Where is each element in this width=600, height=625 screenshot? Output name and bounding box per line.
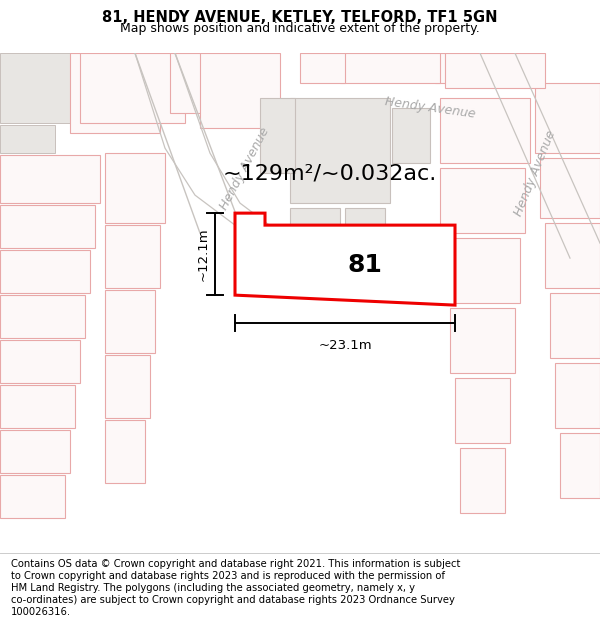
Polygon shape: [445, 238, 520, 303]
Polygon shape: [0, 385, 75, 428]
Polygon shape: [105, 290, 155, 353]
Polygon shape: [0, 340, 80, 383]
Polygon shape: [440, 98, 530, 163]
Polygon shape: [70, 53, 160, 133]
Polygon shape: [392, 108, 430, 163]
Polygon shape: [440, 168, 525, 233]
Text: Contains OS data © Crown copyright and database right 2021. This information is : Contains OS data © Crown copyright and d…: [11, 559, 460, 569]
Polygon shape: [300, 53, 345, 83]
Text: Hendy Avenue: Hendy Avenue: [384, 96, 476, 121]
Polygon shape: [0, 295, 85, 338]
Polygon shape: [560, 433, 600, 498]
Text: HM Land Registry. The polygons (including the associated geometry, namely x, y: HM Land Registry. The polygons (includin…: [11, 583, 415, 593]
Polygon shape: [80, 53, 185, 123]
Polygon shape: [540, 158, 600, 218]
Polygon shape: [105, 420, 145, 483]
Polygon shape: [0, 155, 100, 203]
Text: 81: 81: [347, 253, 382, 277]
Polygon shape: [105, 225, 160, 288]
Polygon shape: [170, 53, 250, 113]
Text: Hendy Avenue: Hendy Avenue: [218, 125, 272, 211]
Polygon shape: [105, 355, 150, 418]
Polygon shape: [0, 125, 55, 153]
Polygon shape: [105, 153, 165, 223]
Polygon shape: [535, 83, 600, 153]
Text: Map shows position and indicative extent of the property.: Map shows position and indicative extent…: [120, 22, 480, 35]
Polygon shape: [555, 363, 600, 428]
Polygon shape: [435, 53, 530, 83]
Text: 81, HENDY AVENUE, KETLEY, TELFORD, TF1 5GN: 81, HENDY AVENUE, KETLEY, TELFORD, TF1 5…: [102, 10, 498, 25]
Polygon shape: [0, 475, 65, 518]
Polygon shape: [460, 448, 505, 513]
Polygon shape: [290, 208, 340, 268]
Polygon shape: [450, 308, 515, 373]
Polygon shape: [0, 430, 70, 473]
Polygon shape: [260, 98, 295, 173]
Polygon shape: [545, 223, 600, 288]
Polygon shape: [0, 250, 90, 293]
Text: 100026316.: 100026316.: [11, 608, 71, 618]
Text: Hendy Avenue: Hendy Avenue: [512, 128, 558, 218]
Polygon shape: [345, 208, 385, 263]
Polygon shape: [0, 205, 95, 248]
Text: ~129m²/~0.032ac.: ~129m²/~0.032ac.: [223, 163, 437, 183]
Text: ~12.1m: ~12.1m: [197, 228, 210, 281]
Text: ~23.1m: ~23.1m: [318, 339, 372, 352]
Polygon shape: [445, 53, 545, 88]
Polygon shape: [290, 98, 390, 203]
Polygon shape: [340, 53, 440, 83]
Polygon shape: [0, 53, 90, 123]
Polygon shape: [235, 213, 455, 305]
Polygon shape: [550, 293, 600, 358]
Text: to Crown copyright and database rights 2023 and is reproduced with the permissio: to Crown copyright and database rights 2…: [11, 571, 445, 581]
Text: co-ordinates) are subject to Crown copyright and database rights 2023 Ordnance S: co-ordinates) are subject to Crown copyr…: [11, 595, 455, 605]
Polygon shape: [455, 378, 510, 443]
Polygon shape: [200, 53, 280, 128]
